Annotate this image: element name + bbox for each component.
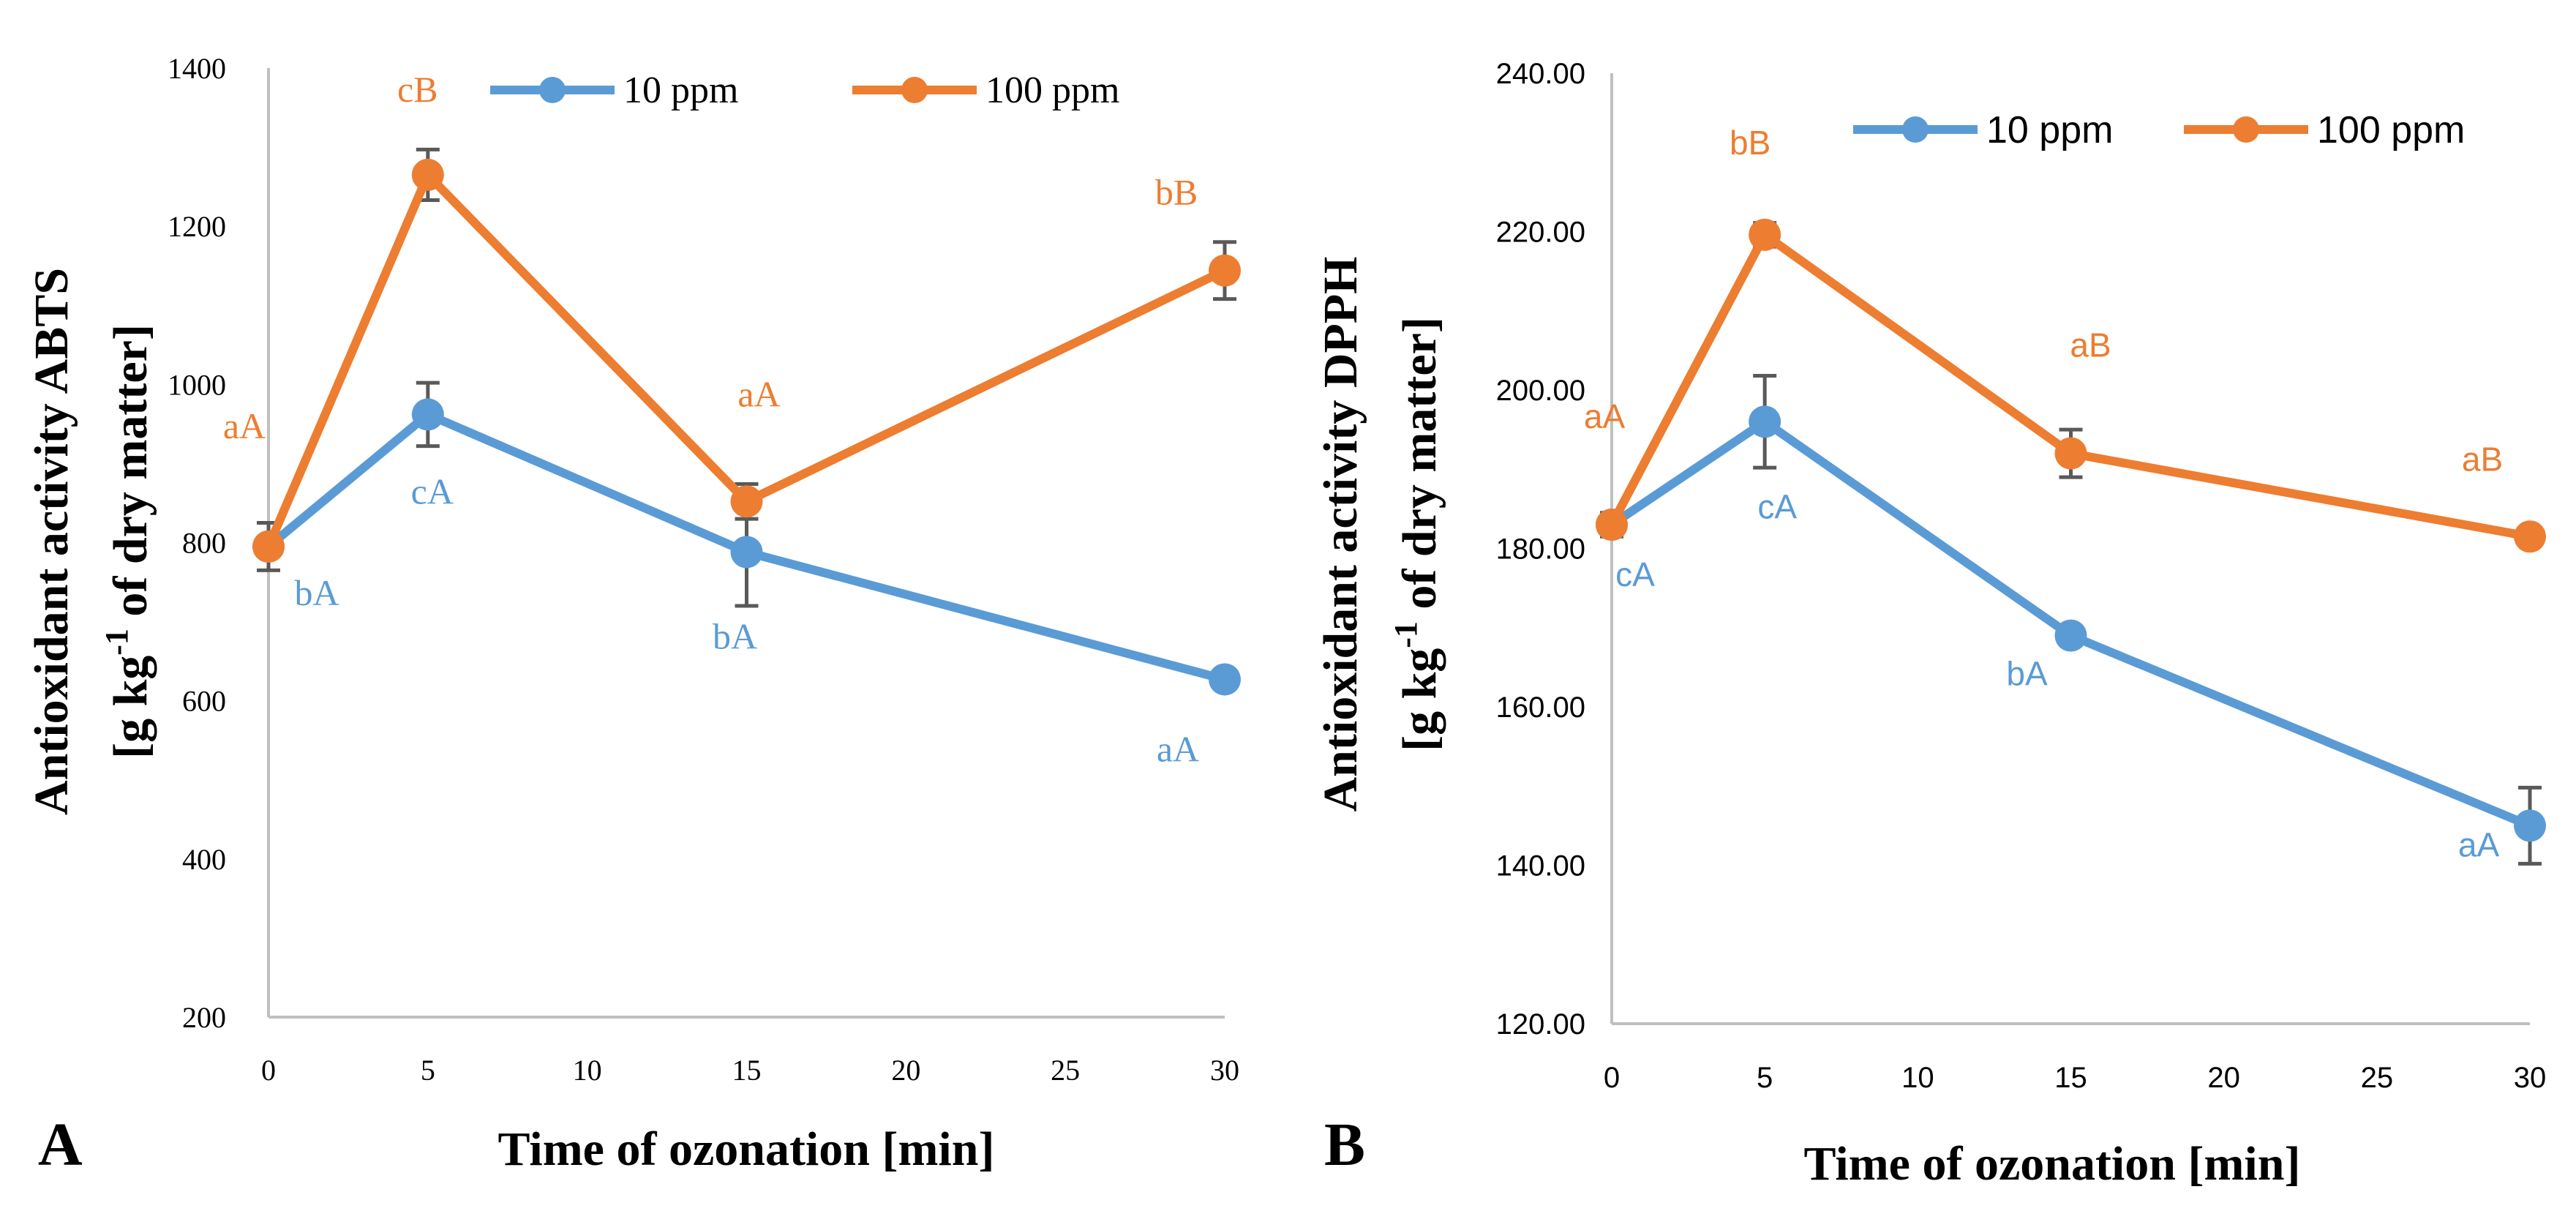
y-tick-label: 400 <box>182 843 226 876</box>
point-label: aB <box>2462 440 2503 478</box>
legend-label-10ppm-b: 10 ppm <box>1986 109 2113 151</box>
x-tick-label: 10 <box>1901 1062 1934 1094</box>
x-axis-title-a: Time of ozonation [min] <box>498 1122 995 1176</box>
data-point-100ppm <box>2514 520 2546 553</box>
data-point-10ppm <box>730 536 763 569</box>
series-line-100ppm <box>264 170 1227 549</box>
chart-panel-a: 200 400 600 800 1000 1200 1400 0 5 10 15 20 25 30 bA… <box>25 52 1241 1179</box>
x-tick-label: 20 <box>891 1054 920 1087</box>
data-point-10ppm <box>2514 809 2546 842</box>
point-label: aA <box>1157 728 1199 769</box>
y-tick-label: 200.00 <box>1496 375 1585 407</box>
y-tick-label: 240.00 <box>1496 58 1585 90</box>
point-label: bB <box>1155 172 1198 213</box>
plot-area-a <box>252 147 1241 696</box>
chart-panel-b: 120.00 140.00 160.00 180.00 200.00 220.00 240.… <box>1314 58 2546 1191</box>
point-labels-b: cA cA bA aA aA bB aB aB <box>1584 124 2503 864</box>
point-label: cA <box>411 471 454 511</box>
y-axis-title-a-line1: Antioxidant activity ABTS <box>25 268 78 815</box>
y-tick-label: 200 <box>182 1001 226 1034</box>
point-label: bA <box>294 572 339 613</box>
y-tick-label: 160.00 <box>1496 691 1585 724</box>
point-label: bB <box>1730 124 1770 162</box>
data-point-10ppm <box>1749 405 1781 438</box>
point-label: bA <box>2006 655 2048 693</box>
y-axis-title-a-line2-sup: -1 <box>99 629 135 656</box>
data-point-100ppm <box>252 530 285 563</box>
x-tick-labels-a: 0 5 10 15 20 25 30 <box>261 1054 1239 1087</box>
y-tick-labels-b: 120.00 140.00 160.00 180.00 200.00 220.00 240.… <box>1496 58 1585 1041</box>
point-labels-a: bA cA bA aA aA cB aA bB <box>223 69 1199 770</box>
y-tick-label: 1400 <box>168 52 226 85</box>
y-tick-label: 800 <box>182 527 226 560</box>
data-point-100ppm <box>1596 509 1628 541</box>
y-axis-title-a-line2: [g kg-1 of dry matter] <box>99 324 157 759</box>
x-tick-label: 0 <box>1604 1062 1620 1094</box>
point-label: aA <box>2458 825 2500 863</box>
y-axis-title-b-line2-pre: [g kg <box>1393 648 1446 751</box>
y-tick-labels-a: 200 400 600 800 1000 1200 1400 <box>168 52 226 1034</box>
data-point-10ppm <box>2054 619 2087 652</box>
legend-marker-10ppm-a <box>539 77 566 103</box>
y-tick-label: 1000 <box>168 368 226 401</box>
x-tick-label: 5 <box>421 1054 435 1087</box>
legend-marker-100ppm-a <box>901 77 928 103</box>
series-line-10ppm <box>1609 417 2532 830</box>
x-tick-label: 10 <box>573 1054 602 1087</box>
legend-marker-100ppm-b <box>2233 116 2259 143</box>
legend-label-100ppm-b: 100 ppm <box>2317 109 2465 151</box>
point-label: aA <box>1584 397 1626 435</box>
data-point-100ppm <box>730 485 763 518</box>
x-tick-label: 25 <box>1051 1054 1080 1087</box>
y-axis-title-b-line2-post: of dry matter] <box>1393 317 1446 621</box>
data-point-100ppm <box>1209 254 1241 287</box>
x-tick-label: 15 <box>2054 1062 2087 1094</box>
legend-label-10ppm-a: 10 ppm <box>623 70 738 111</box>
x-tick-label: 5 <box>1757 1062 1773 1094</box>
point-label: aA <box>223 405 266 446</box>
x-tick-label: 15 <box>732 1054 762 1087</box>
plot-area-b <box>1596 218 2546 866</box>
legend-b: 10 ppm 100 ppm <box>1853 109 2465 151</box>
series-line-10ppm <box>266 410 1226 684</box>
x-tick-label: 30 <box>2514 1062 2547 1094</box>
y-axis-title-b-line2: [g kg-1 of dry matter] <box>1388 317 1446 751</box>
legend-label-100ppm-a: 100 ppm <box>985 70 1119 111</box>
x-tick-labels-b: 0 5 10 15 20 25 30 <box>1604 1062 2546 1094</box>
series-line-100ppm <box>1607 230 2531 541</box>
point-label: aA <box>737 373 780 414</box>
data-point-10ppm <box>411 398 444 431</box>
y-tick-label: 220.00 <box>1496 217 1585 249</box>
legend-marker-10ppm-b <box>1902 116 1929 143</box>
point-label: cB <box>397 69 438 110</box>
y-axis-title-a-line2-pre: [g kg <box>104 656 157 759</box>
data-point-100ppm <box>411 158 444 191</box>
y-tick-label: 1200 <box>168 210 226 243</box>
y-tick-label: 120.00 <box>1496 1008 1585 1041</box>
point-label: cA <box>1615 555 1655 593</box>
panel-label-b: B <box>1324 1111 1365 1179</box>
y-axis-title-a-line2-post: of dry matter] <box>104 324 157 629</box>
x-tick-label: 30 <box>1210 1054 1239 1087</box>
data-point-10ppm <box>1209 663 1241 696</box>
point-label: bA <box>713 615 757 656</box>
y-tick-label: 600 <box>182 685 226 718</box>
panel-label-a: A <box>38 1111 83 1179</box>
legend-a: 10 ppm 100 ppm <box>490 70 1119 111</box>
y-tick-label: 180.00 <box>1496 533 1585 566</box>
data-point-100ppm <box>2054 437 2087 470</box>
x-tick-label: 0 <box>261 1054 276 1087</box>
x-axis-title-b: Time of ozonation [min] <box>1804 1137 2301 1191</box>
y-tick-label: 140.00 <box>1496 850 1585 882</box>
point-label: cA <box>1757 487 1797 525</box>
y-axis-title-b-line1: Antioxidant activity DPPH <box>1314 257 1367 812</box>
point-label: aB <box>2070 326 2111 364</box>
x-tick-label: 25 <box>2361 1062 2394 1094</box>
x-tick-label: 20 <box>2207 1062 2240 1094</box>
data-point-100ppm <box>1749 218 1781 251</box>
y-axis-title-b-line2-sup: -1 <box>1388 621 1424 648</box>
